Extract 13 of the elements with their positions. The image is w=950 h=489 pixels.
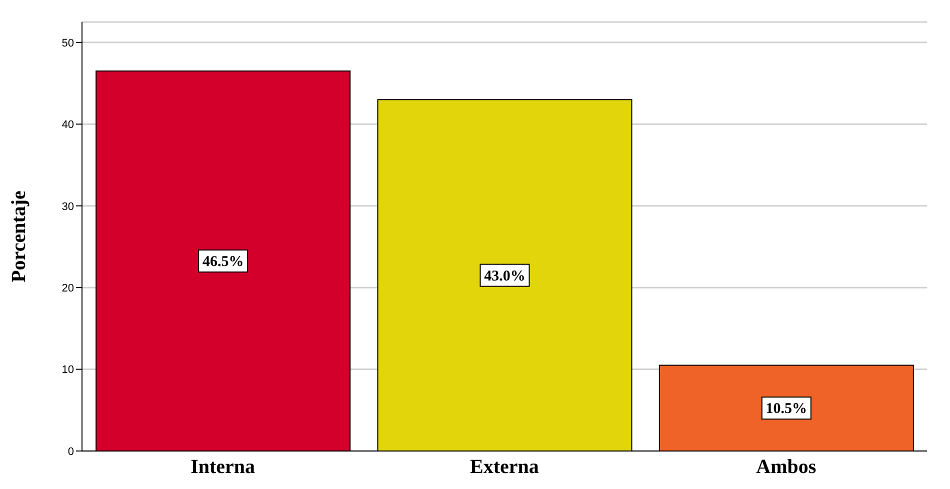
x-tick-label: Externa (470, 456, 539, 478)
y-axis-title: Porcentaje (8, 190, 30, 282)
y-tick-label: 50 (62, 37, 74, 50)
data-label: 10.5% (766, 401, 808, 418)
y-tick-label: 40 (62, 119, 74, 132)
data-label: 46.5% (202, 254, 244, 270)
y-tick-label: 30 (62, 200, 74, 213)
y-tick-label: 10 (62, 364, 74, 376)
y-tick-label: 20 (62, 282, 74, 294)
data-label: 43.0% (484, 268, 526, 284)
y-tick-label: 0 (68, 446, 74, 458)
x-tick-label: Interna (190, 456, 256, 478)
x-tick-label: Ambos (756, 456, 816, 478)
